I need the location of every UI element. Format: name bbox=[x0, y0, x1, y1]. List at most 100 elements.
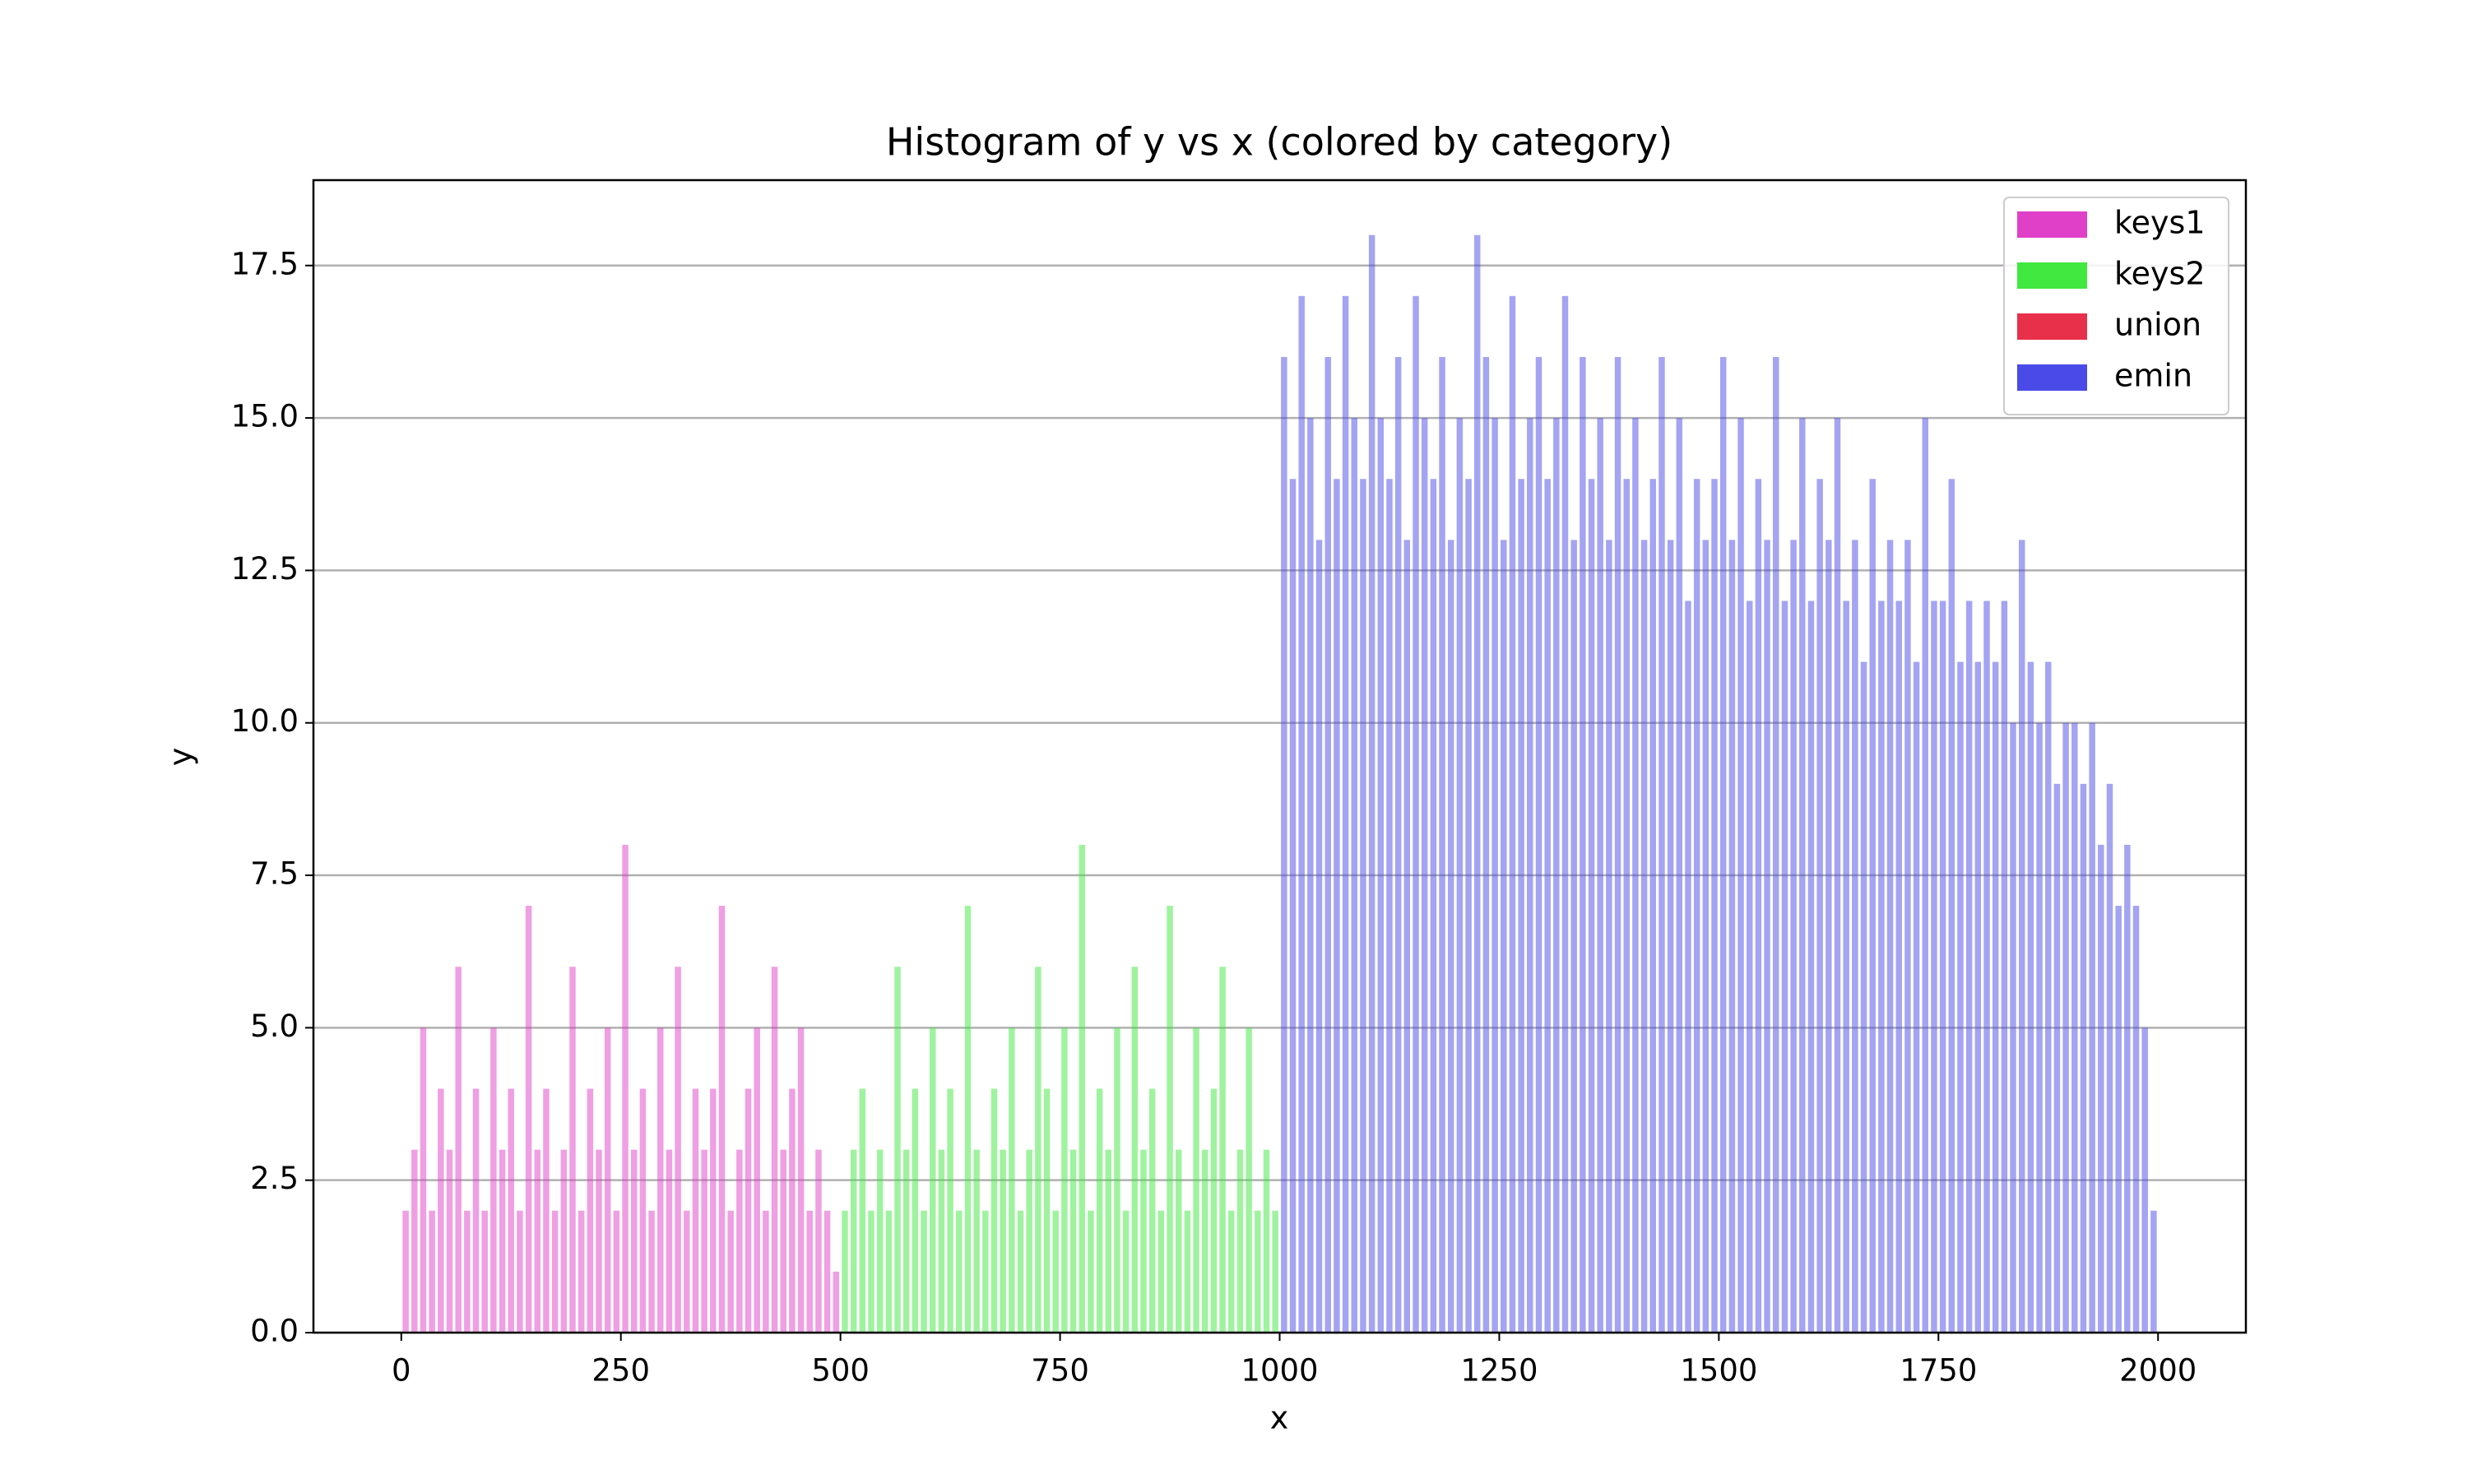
bar bbox=[578, 1210, 585, 1333]
y-tick-label: 15.0 bbox=[231, 399, 299, 434]
bar bbox=[1685, 601, 1691, 1333]
bar bbox=[1272, 1210, 1278, 1333]
bar bbox=[1843, 601, 1849, 1333]
y-tick-label: 10.0 bbox=[231, 703, 299, 739]
bar bbox=[1755, 479, 1762, 1333]
bar bbox=[947, 1088, 953, 1333]
bar bbox=[964, 906, 972, 1333]
bar bbox=[1834, 418, 1841, 1333]
bar bbox=[797, 1027, 805, 1333]
x-tick-label: 1000 bbox=[1241, 1353, 1318, 1389]
bar bbox=[499, 1149, 506, 1333]
bar bbox=[481, 1210, 488, 1333]
bar bbox=[1026, 1149, 1032, 1333]
x-tick-label: 1750 bbox=[1900, 1353, 1977, 1389]
bar bbox=[2089, 722, 2095, 1333]
bar bbox=[833, 1271, 840, 1333]
bar bbox=[823, 1210, 831, 1333]
bar bbox=[1236, 1149, 1244, 1333]
bar bbox=[2141, 1027, 2148, 1333]
bar bbox=[1957, 661, 1964, 1333]
bar bbox=[1825, 540, 1832, 1333]
bar bbox=[1043, 1088, 1051, 1333]
bar bbox=[1606, 540, 1612, 1333]
bar bbox=[1939, 601, 1946, 1333]
bar bbox=[736, 1149, 743, 1333]
bar bbox=[1140, 1149, 1147, 1333]
bar bbox=[1895, 601, 1902, 1333]
bar bbox=[1580, 356, 1586, 1333]
bar bbox=[1852, 540, 1858, 1333]
bar bbox=[921, 1210, 927, 1333]
bar bbox=[675, 967, 681, 1333]
bar bbox=[1860, 661, 1867, 1333]
bar bbox=[2045, 661, 2052, 1333]
bar bbox=[455, 967, 462, 1333]
x-tick-label: 750 bbox=[1031, 1353, 1089, 1389]
bar bbox=[1869, 479, 1876, 1333]
bar bbox=[2001, 601, 2008, 1333]
bar bbox=[1377, 418, 1385, 1333]
bar bbox=[2150, 1210, 2157, 1333]
bar bbox=[1719, 356, 1727, 1333]
legend-box bbox=[2003, 197, 2229, 415]
bar bbox=[1728, 540, 1736, 1333]
bar bbox=[1965, 601, 1973, 1333]
bar bbox=[1886, 540, 1894, 1333]
bar bbox=[1597, 418, 1603, 1333]
bar bbox=[1052, 1210, 1059, 1333]
bar bbox=[2027, 661, 2034, 1333]
bar bbox=[1702, 540, 1710, 1333]
bar bbox=[438, 1088, 444, 1333]
bar bbox=[1351, 418, 1357, 1333]
bar bbox=[1614, 356, 1621, 1333]
bar bbox=[1386, 479, 1393, 1333]
bar bbox=[1561, 295, 1569, 1333]
legend-swatch bbox=[2017, 364, 2087, 391]
legend-label: keys2 bbox=[2114, 256, 2206, 292]
bar bbox=[596, 1149, 602, 1333]
bar bbox=[1255, 1210, 1261, 1333]
bar bbox=[1773, 356, 1779, 1333]
y-axis-label: y bbox=[163, 748, 199, 767]
bar bbox=[569, 967, 576, 1333]
legend-label: emin bbox=[2114, 358, 2192, 394]
bar bbox=[956, 1210, 963, 1333]
bar bbox=[930, 1027, 936, 1333]
bar bbox=[1816, 479, 1823, 1333]
bar bbox=[1676, 418, 1683, 1333]
bar bbox=[666, 1149, 673, 1333]
bar bbox=[1491, 418, 1498, 1333]
bar bbox=[2071, 722, 2078, 1333]
bar bbox=[525, 906, 532, 1333]
bar bbox=[973, 1149, 980, 1333]
y-tick-label: 12.5 bbox=[231, 551, 299, 587]
legend-swatch bbox=[2017, 211, 2087, 238]
bar bbox=[1693, 479, 1700, 1333]
bar bbox=[472, 1088, 480, 1333]
bar bbox=[1640, 540, 1648, 1333]
bar bbox=[648, 1210, 655, 1333]
bar bbox=[1017, 1210, 1024, 1333]
bar bbox=[622, 844, 629, 1333]
bar bbox=[1482, 356, 1490, 1333]
legend-label: keys1 bbox=[2114, 205, 2206, 241]
bar bbox=[815, 1149, 822, 1333]
bar bbox=[517, 1210, 523, 1333]
bar bbox=[692, 1088, 699, 1333]
x-tick-label: 1500 bbox=[1680, 1353, 1757, 1389]
bar bbox=[1219, 967, 1226, 1333]
bar bbox=[1931, 601, 1937, 1333]
bar bbox=[2010, 722, 2016, 1333]
bar bbox=[464, 1210, 471, 1333]
bar bbox=[2132, 906, 2140, 1333]
bar bbox=[902, 1149, 910, 1333]
bar bbox=[1799, 418, 1806, 1333]
bar bbox=[710, 1088, 717, 1333]
bar bbox=[885, 1210, 893, 1333]
bar bbox=[1360, 479, 1366, 1333]
bar bbox=[754, 1027, 760, 1333]
bar bbox=[701, 1149, 707, 1333]
bar bbox=[1157, 1210, 1165, 1333]
